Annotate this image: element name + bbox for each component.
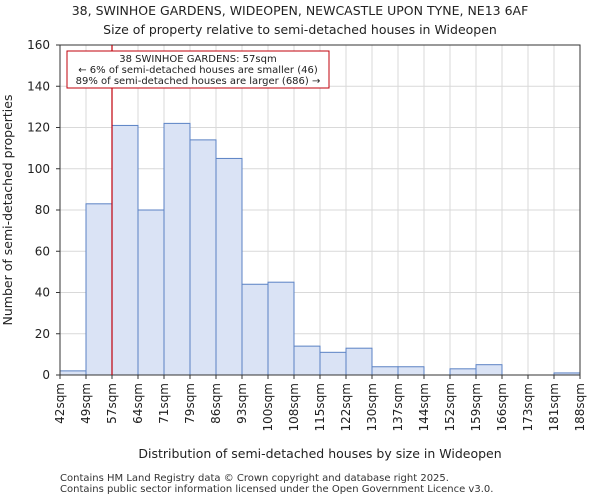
annotation-line-larger: 89% of semi-detached houses are larger (… <box>76 76 321 87</box>
histogram-bar <box>371 366 399 376</box>
histogram-bar <box>85 203 113 376</box>
x-tick-label: 144sqm <box>417 383 431 431</box>
histogram-bar <box>137 209 165 376</box>
histogram-bar <box>397 366 425 376</box>
annotation-line-smaller: ← 6% of semi-detached houses are smaller… <box>78 65 318 76</box>
y-tick-label: 80 <box>35 203 50 217</box>
annotation-line-title: 38 SWINHOE GARDENS: 57sqm <box>119 54 276 65</box>
y-tick-label: 160 <box>27 38 50 52</box>
histogram-bar <box>111 124 139 376</box>
x-tick-label: 188sqm <box>573 383 587 431</box>
histogram-bar <box>215 157 243 376</box>
histogram-bar <box>449 368 477 376</box>
y-tick-label: 60 <box>35 244 50 258</box>
y-tick-label: 40 <box>35 286 50 300</box>
x-tick-label: 49sqm <box>79 383 93 424</box>
histogram-bar <box>163 122 191 376</box>
histogram-bar <box>59 370 87 376</box>
x-tick-label: 122sqm <box>339 383 353 431</box>
x-tick-label: 173sqm <box>521 383 535 431</box>
x-axis-label: Distribution of semi-detached houses by … <box>138 446 501 461</box>
y-axis-label: Number of semi-detached properties <box>0 95 15 326</box>
x-tick-label: 130sqm <box>365 383 379 431</box>
y-tick-label: 0 <box>42 368 50 382</box>
x-tick-label: 108sqm <box>287 383 301 431</box>
histogram-bar <box>189 139 217 376</box>
footer-licence: Contains public sector information licen… <box>60 484 494 495</box>
x-tick-label: 64sqm <box>131 383 145 424</box>
x-tick-label: 93sqm <box>235 383 249 424</box>
x-tick-label: 86sqm <box>209 383 223 424</box>
x-tick-label: 152sqm <box>443 383 457 431</box>
y-tick-label: 100 <box>27 162 50 176</box>
chart-title: 38, SWINHOE GARDENS, WIDEOPEN, NEWCASTLE… <box>71 3 529 18</box>
histogram-bar <box>267 281 295 376</box>
x-tick-label: 79sqm <box>183 383 197 424</box>
footer-copyright: Contains HM Land Registry data © Crown c… <box>60 473 449 484</box>
x-tick-label: 42sqm <box>53 383 67 424</box>
x-tick-label: 181sqm <box>547 383 561 431</box>
x-tick-label: 137sqm <box>391 383 405 431</box>
x-tick-label: 159sqm <box>469 383 483 431</box>
histogram-bar <box>475 364 503 376</box>
x-tick-label: 166sqm <box>495 383 509 431</box>
y-tick-label: 120 <box>27 121 50 135</box>
x-tick-label: 100sqm <box>261 383 275 431</box>
x-tick-label: 71sqm <box>157 383 171 424</box>
y-tick-label: 20 <box>35 327 50 341</box>
histogram-bar <box>241 283 269 376</box>
y-tick-label: 140 <box>27 79 50 93</box>
histogram-bar <box>293 345 321 376</box>
annotation-box <box>66 50 330 89</box>
histogram-bar <box>345 347 373 376</box>
chart-subtitle: Size of property relative to semi-detach… <box>103 22 497 37</box>
x-tick-label: 115sqm <box>313 383 327 431</box>
histogram-bar <box>319 351 347 376</box>
x-tick-label: 57sqm <box>105 383 119 424</box>
